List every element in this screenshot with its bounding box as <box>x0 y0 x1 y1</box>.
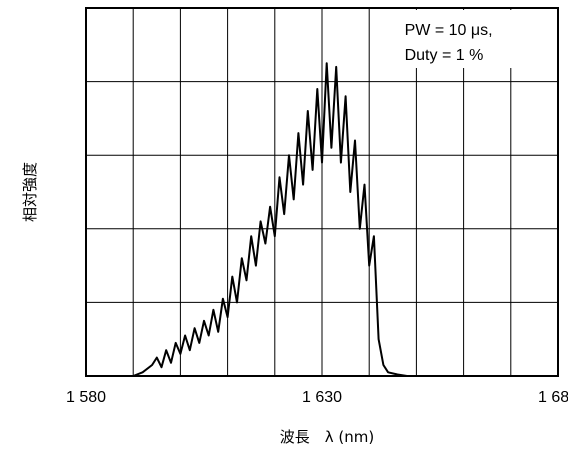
x-tick-label: 1 630 <box>302 389 342 406</box>
spectrum-series-line <box>132 62 417 377</box>
annotation-background <box>397 10 554 68</box>
annotation-pulse-width: PW = 10 μs, <box>405 22 493 39</box>
grid <box>86 8 558 376</box>
x-axis-title: 波長 λ (nm) <box>280 428 374 446</box>
x-tick-labels: 1 580 1 630 1 680 <box>66 389 568 406</box>
x-tick-label: 1 680 <box>538 389 568 406</box>
y-axis-title: 相対強度 <box>21 162 39 222</box>
plot-frame <box>85 7 559 377</box>
annotation-duty: Duty = 1 % <box>405 47 484 64</box>
x-tick-label: 1 580 <box>66 389 106 406</box>
